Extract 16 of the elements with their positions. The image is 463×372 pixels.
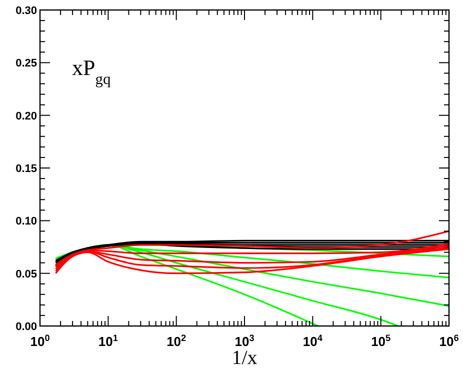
x-tick-label: 10$^{2}$ — [166, 333, 186, 349]
x-tick-label: 10$^{3}$ — [234, 333, 254, 349]
y-tick-label: 0.30 — [16, 5, 37, 17]
y-tick-label: 0.25 — [16, 58, 37, 70]
x-tick-label: 10$^{1}$ — [98, 333, 118, 349]
x-tick-label: 10$^{4}$ — [302, 333, 324, 349]
x-tick-label: 10$^{6}$ — [439, 333, 459, 349]
y-tick-label: 0.10 — [16, 216, 37, 228]
x-axis-title: 1/x — [232, 347, 258, 369]
y-tick-label: 0.15 — [16, 163, 37, 175]
x-tick-label: 10$^{0}$ — [30, 333, 50, 349]
y-tick-label: 0.00 — [16, 321, 37, 333]
y-tick-label: 0.05 — [16, 268, 37, 280]
x-tick-label: 10$^{5}$ — [371, 333, 391, 349]
y-tick-label: 0.20 — [16, 110, 37, 122]
annotation: xP$_{gq}$ — [72, 55, 111, 88]
